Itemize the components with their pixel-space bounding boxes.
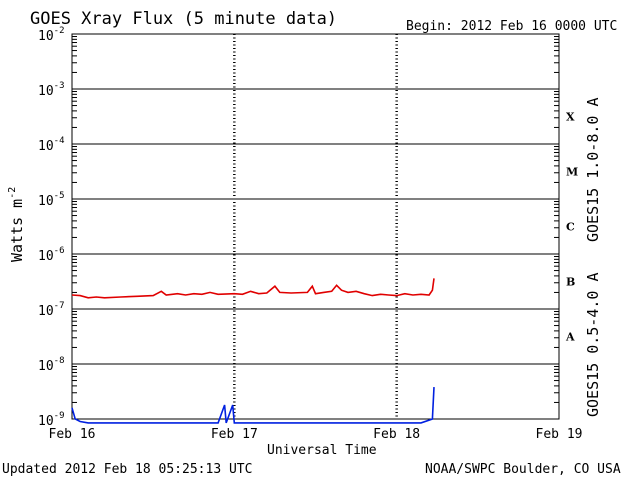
legend-goes15-short: GOES15 0.5-4.0 A bbox=[584, 273, 602, 418]
flare-class-C: C bbox=[566, 221, 575, 234]
y-tick-exponent: -3 bbox=[54, 81, 65, 91]
y-tick-base: 10 bbox=[38, 29, 54, 44]
y-tick-base: 10 bbox=[38, 414, 54, 429]
y-tick-label: 10-4 bbox=[38, 136, 65, 154]
x-tick-label: Feb 18 bbox=[373, 427, 420, 442]
y-tick-exponent: -5 bbox=[54, 191, 65, 201]
plot-frame bbox=[71, 33, 560, 420]
y-tick-exponent: -9 bbox=[54, 411, 65, 421]
x-tick-label: Feb 19 bbox=[536, 427, 583, 442]
y-tick-base: 10 bbox=[38, 139, 54, 154]
y-axis-label-text: Watts m bbox=[8, 199, 26, 262]
chart-title: GOES Xray Flux (5 minute data) bbox=[30, 9, 337, 29]
x-axis-ticks: Feb 16 Feb 17 Feb 18 Feb 19 bbox=[49, 427, 583, 442]
y-tick-exponent: -6 bbox=[54, 246, 65, 256]
x-axis-label: Universal Time bbox=[267, 443, 377, 458]
legend-goes15-long: GOES15 1.0-8.0 A bbox=[584, 98, 602, 243]
y-axis-label: Watts m-2 bbox=[7, 187, 26, 262]
plot-grid bbox=[72, 34, 559, 419]
series-line-short bbox=[71, 387, 435, 424]
flare-class-B: B bbox=[566, 276, 575, 289]
y-tick-base: 10 bbox=[38, 194, 54, 209]
y-tick-label: 10-5 bbox=[38, 191, 65, 209]
flare-class-X: X bbox=[566, 111, 575, 124]
y-tick-base: 10 bbox=[38, 304, 54, 319]
y-tick-exponent: -2 bbox=[54, 26, 65, 36]
flare-class-A: A bbox=[565, 331, 575, 344]
flare-class-labels: X M C B A bbox=[565, 111, 578, 344]
flare-class-M: M bbox=[566, 166, 578, 179]
y-tick-base: 10 bbox=[38, 359, 54, 374]
y-tick-label: 10-7 bbox=[38, 301, 65, 319]
y-tick-base: 10 bbox=[38, 249, 54, 264]
series-lines bbox=[71, 278, 435, 424]
y-axis-label-sup: -2 bbox=[7, 187, 18, 199]
updated-timestamp: Updated 2012 Feb 18 05:25:13 UTC bbox=[2, 462, 252, 477]
credit-label: NOAA/SWPC Boulder, CO USA bbox=[425, 462, 621, 477]
begin-label: Begin: 2012 Feb 16 0000 UTC bbox=[406, 19, 617, 34]
y-tick-exponent: -8 bbox=[54, 356, 65, 366]
y-tick-label: 10-9 bbox=[38, 411, 65, 429]
y-tick-label: 10-8 bbox=[38, 356, 65, 374]
series-line-long bbox=[71, 278, 435, 299]
y-axis-ticks: 10-210-310-410-510-610-710-810-9 bbox=[38, 26, 65, 429]
svg-text:Watts m-2: Watts m-2 bbox=[7, 187, 26, 262]
y-tick-label: 10-2 bbox=[38, 26, 65, 44]
y-tick-label: 10-6 bbox=[38, 246, 65, 264]
x-tick-label: Feb 17 bbox=[211, 427, 258, 442]
x-tick-label: Feb 16 bbox=[49, 427, 96, 442]
y-tick-exponent: -4 bbox=[54, 136, 65, 146]
y-tick-exponent: -7 bbox=[54, 301, 65, 311]
y-tick-label: 10-3 bbox=[38, 81, 65, 99]
y-tick-base: 10 bbox=[38, 84, 54, 99]
